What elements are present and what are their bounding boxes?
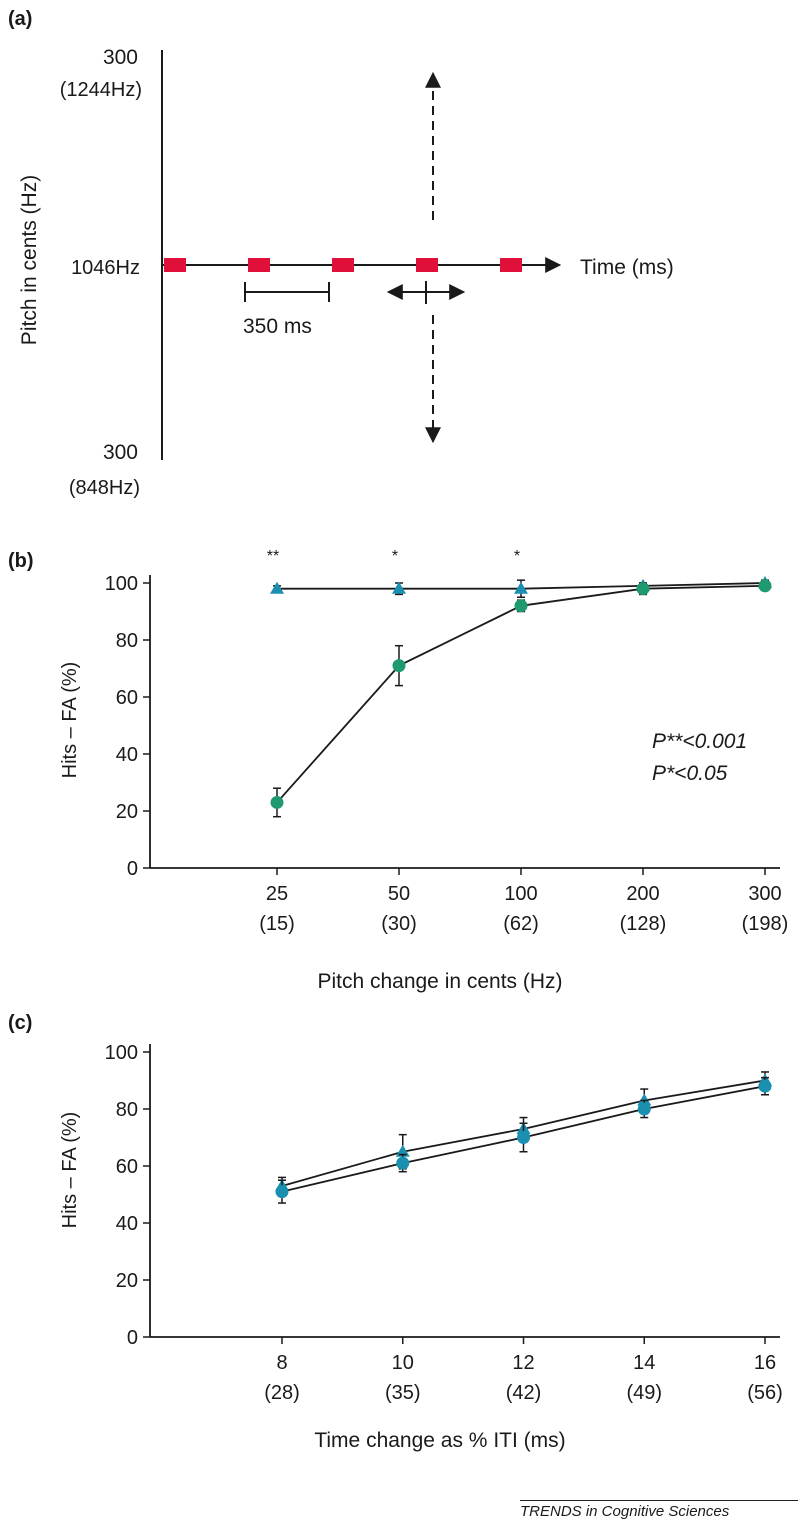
significance-note-1: P**<0.001 xyxy=(652,730,747,753)
panel-c-chart: Hits – FA (%) Time change as % ITI (ms) … xyxy=(59,1042,783,1452)
tone-2 xyxy=(248,258,270,272)
x-tick-sublabel: (56) xyxy=(747,1382,783,1404)
x-tick-sublabel: (15) xyxy=(259,913,295,935)
x-tick-sublabel: (198) xyxy=(742,913,789,935)
tone-5 xyxy=(500,258,522,272)
pitch-bottom-hz: (848Hz) xyxy=(69,477,140,499)
y-tick-label: 80 xyxy=(116,1099,138,1121)
data-point-circle xyxy=(514,599,528,613)
data-point-circle xyxy=(275,1185,289,1199)
data-point-triangle xyxy=(637,1093,652,1106)
y-tick-label: 40 xyxy=(116,744,138,766)
data-point-circle xyxy=(758,579,772,593)
panel-a-schematic: 300 (1244Hz) 1046Hz 300 (848Hz) Pitch in… xyxy=(18,46,674,499)
panel-c-xlabel: Time change as % ITI (ms) xyxy=(314,1429,565,1452)
panel-b-xlabel: Pitch change in cents (Hz) xyxy=(317,970,562,993)
data-point-triangle xyxy=(514,581,528,594)
pitch-top-hz: (1244Hz) xyxy=(60,79,142,101)
interval-label: 350 ms xyxy=(243,315,312,338)
pitch-axis-title: Pitch in cents (Hz) xyxy=(18,175,41,345)
data-point-circle xyxy=(758,1079,772,1093)
tone-1 xyxy=(164,258,186,272)
x-tick-label: 16 xyxy=(754,1352,776,1374)
data-point-circle xyxy=(517,1131,530,1144)
x-tick-sublabel: (62) xyxy=(503,913,539,935)
y-tick-label: 0 xyxy=(127,1327,138,1349)
x-tick-sublabel: (35) xyxy=(385,1382,421,1404)
significance-marker: * xyxy=(392,548,398,565)
pitch-top-label: 300 xyxy=(103,46,138,69)
x-tick-label: 100 xyxy=(504,883,537,905)
x-tick-label: 12 xyxy=(512,1352,534,1374)
data-point-circle xyxy=(396,1156,410,1170)
journal-credit: TRENDS in Cognitive Sciences xyxy=(520,1500,798,1520)
y-tick-label: 40 xyxy=(116,1213,138,1235)
y-tick-label: 60 xyxy=(116,1156,138,1178)
data-point-triangle xyxy=(395,1144,410,1157)
data-point-circle xyxy=(392,659,406,673)
x-tick-label: 10 xyxy=(392,1352,414,1374)
y-tick-label: 100 xyxy=(105,1042,138,1064)
y-tick-label: 20 xyxy=(116,801,138,823)
panel-c-ylabel: Hits – FA (%) xyxy=(59,1112,81,1229)
data-point-triangle xyxy=(270,581,284,594)
time-axis-title: Time (ms) xyxy=(580,256,674,279)
panel-b-ylabel: Hits – FA (%) xyxy=(59,662,81,779)
x-tick-label: 50 xyxy=(388,883,410,905)
tone-sequence xyxy=(164,258,522,272)
x-tick-sublabel: (28) xyxy=(264,1382,300,1404)
panel-label-c: (c) xyxy=(8,1012,33,1034)
tone-3 xyxy=(332,258,354,272)
pitch-bottom-label: 300 xyxy=(103,441,138,464)
x-tick-label: 25 xyxy=(266,883,288,905)
interval-bracket xyxy=(244,282,330,302)
x-tick-sublabel: (49) xyxy=(626,1382,662,1404)
data-point-circle xyxy=(637,1102,651,1116)
x-tick-sublabel: (30) xyxy=(381,913,417,935)
x-tick-sublabel: (128) xyxy=(620,913,667,935)
panel-label-a: (a) xyxy=(8,8,33,30)
panel-label-b: (b) xyxy=(8,550,34,572)
x-tick-label: 8 xyxy=(276,1352,287,1374)
significance-marker: * xyxy=(514,548,520,565)
x-tick-label: 200 xyxy=(626,883,659,905)
data-point-triangle xyxy=(392,581,406,594)
y-tick-label: 80 xyxy=(116,630,138,652)
pitch-standard-label: 1046Hz xyxy=(71,257,140,279)
y-tick-label: 100 xyxy=(105,573,138,595)
x-tick-label: 300 xyxy=(748,883,781,905)
tone-4 xyxy=(416,258,438,272)
y-tick-label: 60 xyxy=(116,687,138,709)
panel-b-chart: Hits – FA (%) Pitch change in cents (Hz)… xyxy=(59,548,788,993)
x-tick-label: 14 xyxy=(633,1352,655,1374)
data-point-circle xyxy=(270,795,284,809)
x-tick-sublabel: (42) xyxy=(506,1382,542,1404)
y-tick-label: 20 xyxy=(116,1270,138,1292)
data-point-circle xyxy=(636,582,650,596)
y-tick-label: 0 xyxy=(127,858,138,880)
significance-marker: ** xyxy=(267,548,279,565)
significance-note-2: P*<0.05 xyxy=(652,762,728,785)
